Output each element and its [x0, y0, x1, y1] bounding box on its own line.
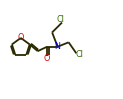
- Text: O: O: [44, 54, 50, 63]
- Text: Cl: Cl: [57, 15, 65, 24]
- Text: Cl: Cl: [76, 50, 84, 59]
- Text: O: O: [18, 33, 24, 42]
- Text: N: N: [55, 42, 61, 51]
